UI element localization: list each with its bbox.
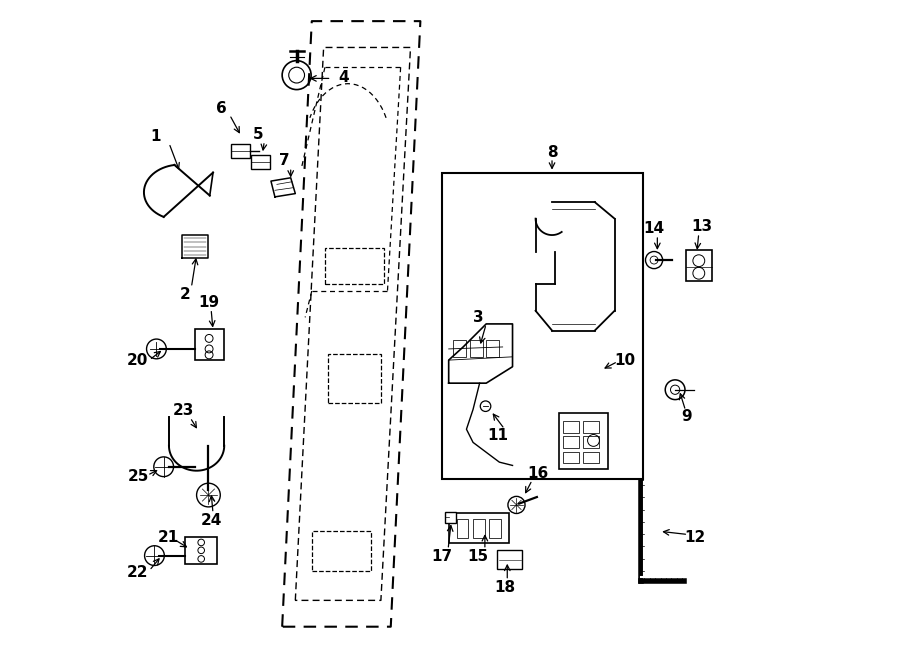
Text: 13: 13 bbox=[691, 219, 712, 234]
Circle shape bbox=[665, 380, 685, 400]
Bar bbox=[194, 329, 224, 360]
Circle shape bbox=[154, 457, 174, 477]
Bar bbox=[559, 412, 608, 469]
Text: 4: 4 bbox=[338, 69, 348, 85]
Circle shape bbox=[481, 401, 491, 411]
Text: 17: 17 bbox=[431, 549, 452, 564]
Text: 5: 5 bbox=[253, 127, 263, 142]
Bar bbox=[449, 514, 509, 543]
Text: 9: 9 bbox=[681, 408, 692, 424]
Text: 20: 20 bbox=[127, 353, 148, 368]
Bar bbox=[563, 421, 579, 433]
Bar bbox=[686, 250, 712, 281]
Text: 23: 23 bbox=[173, 403, 194, 418]
Circle shape bbox=[145, 546, 165, 565]
Bar bbox=[454, 340, 466, 357]
Bar bbox=[583, 451, 599, 463]
Bar bbox=[251, 155, 270, 169]
Bar bbox=[583, 436, 599, 448]
Text: 11: 11 bbox=[487, 428, 508, 444]
Text: 2: 2 bbox=[179, 287, 190, 302]
Bar bbox=[470, 340, 483, 357]
Bar bbox=[583, 421, 599, 433]
Bar bbox=[446, 512, 456, 524]
Bar bbox=[328, 354, 381, 403]
Text: 1: 1 bbox=[150, 129, 161, 144]
Bar bbox=[456, 519, 468, 539]
Text: 6: 6 bbox=[216, 100, 226, 116]
Text: 25: 25 bbox=[127, 469, 148, 484]
Bar bbox=[498, 551, 522, 568]
Bar bbox=[563, 436, 579, 448]
Bar bbox=[311, 531, 371, 570]
Text: 21: 21 bbox=[158, 530, 179, 545]
Text: 14: 14 bbox=[644, 221, 664, 236]
Bar bbox=[490, 519, 501, 539]
Text: 24: 24 bbox=[201, 512, 222, 527]
Text: 16: 16 bbox=[526, 466, 548, 481]
Bar bbox=[325, 249, 384, 284]
Circle shape bbox=[147, 339, 166, 359]
Text: 7: 7 bbox=[279, 153, 290, 168]
Bar bbox=[231, 143, 250, 158]
Bar bbox=[473, 519, 485, 539]
Bar bbox=[563, 451, 579, 463]
Bar bbox=[185, 537, 217, 564]
Circle shape bbox=[645, 252, 662, 268]
Circle shape bbox=[508, 496, 525, 514]
Bar bbox=[486, 340, 500, 357]
Bar bbox=[442, 173, 643, 479]
Text: 22: 22 bbox=[127, 565, 148, 580]
Circle shape bbox=[196, 483, 220, 507]
Text: 15: 15 bbox=[467, 549, 488, 564]
Text: 19: 19 bbox=[198, 295, 219, 310]
Text: 18: 18 bbox=[494, 580, 515, 595]
Circle shape bbox=[283, 61, 311, 90]
Text: 3: 3 bbox=[473, 310, 483, 325]
Text: 12: 12 bbox=[684, 530, 706, 545]
Text: 8: 8 bbox=[546, 145, 557, 160]
Text: 10: 10 bbox=[614, 352, 635, 368]
